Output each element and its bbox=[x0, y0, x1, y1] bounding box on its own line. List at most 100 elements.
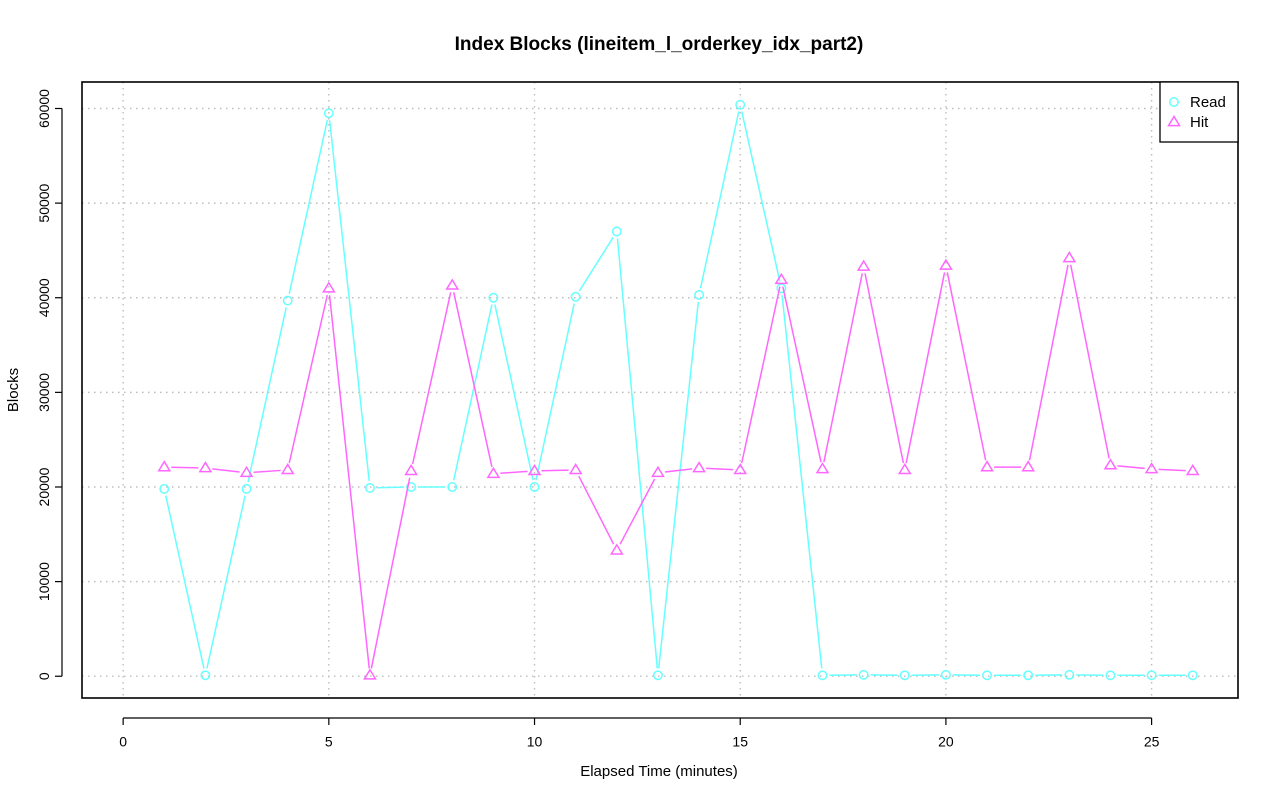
hit-point bbox=[568, 463, 583, 475]
read-point bbox=[1187, 670, 1198, 681]
hit-point bbox=[322, 281, 336, 293]
read-point bbox=[1064, 669, 1075, 680]
legend-hit-label: Hit bbox=[1190, 114, 1209, 131]
series-hit-segment bbox=[864, 273, 905, 464]
series-hit-segment bbox=[1158, 468, 1186, 472]
hit-point bbox=[651, 465, 665, 478]
read-point bbox=[529, 482, 540, 492]
series-hit-segment bbox=[328, 295, 370, 669]
read-point bbox=[817, 670, 828, 681]
hit-point bbox=[363, 668, 377, 680]
series-read-segment bbox=[699, 111, 740, 289]
series-hit-segment bbox=[782, 286, 822, 463]
x-axis: 0 5 10 15 20 25 bbox=[119, 717, 1160, 749]
read-point bbox=[899, 670, 910, 681]
hit-point bbox=[1144, 462, 1159, 474]
hit-point bbox=[280, 463, 295, 475]
y-tick-label: 40000 bbox=[36, 278, 52, 317]
x-tick-label: 10 bbox=[527, 733, 543, 749]
series-hit-segment bbox=[1028, 264, 1069, 461]
series-hit-segment bbox=[541, 469, 569, 472]
series-hit-segment bbox=[578, 475, 615, 545]
series-read-segment bbox=[657, 301, 700, 669]
hit-point bbox=[445, 278, 460, 290]
series-read-segment bbox=[165, 495, 205, 669]
read-point bbox=[611, 226, 622, 237]
series-hit-segment bbox=[706, 467, 734, 471]
read-point bbox=[365, 482, 375, 493]
hit-point bbox=[856, 259, 871, 271]
hit-point bbox=[198, 461, 213, 473]
read-point bbox=[159, 483, 170, 494]
read-point bbox=[570, 291, 581, 302]
y-tick-label: 30000 bbox=[36, 373, 52, 412]
series-read-segment bbox=[578, 237, 614, 292]
series-hit-segment bbox=[171, 466, 199, 469]
series-read-segment bbox=[781, 295, 823, 669]
series-hit-segment bbox=[288, 294, 329, 464]
series-read bbox=[159, 99, 1198, 681]
hit-point bbox=[1103, 458, 1118, 470]
series-read-segment bbox=[741, 111, 781, 282]
hit-point bbox=[939, 258, 953, 270]
legend-hit-marker bbox=[1167, 115, 1181, 127]
hit-point bbox=[239, 465, 254, 478]
series-hit-segment bbox=[500, 470, 528, 475]
x-tick-label: 20 bbox=[938, 733, 954, 749]
read-point bbox=[652, 670, 663, 681]
read-point bbox=[1105, 670, 1116, 681]
read-point bbox=[982, 670, 993, 681]
legend-box bbox=[1159, 81, 1239, 143]
read-point bbox=[241, 483, 252, 494]
series-hit-segment bbox=[905, 272, 946, 464]
series-read-segment bbox=[288, 119, 329, 294]
read-point bbox=[282, 295, 293, 306]
series-hit-segment bbox=[1117, 465, 1145, 470]
series-hit-segment bbox=[823, 273, 863, 463]
y-axis: 0 10000 20000 30000 40000 50000 60000 bbox=[36, 89, 63, 680]
x-tick-label: 5 bbox=[325, 733, 333, 749]
plot-frame bbox=[81, 81, 1239, 699]
hit-point bbox=[733, 463, 748, 475]
series-hit-segment bbox=[212, 468, 240, 473]
series-hit-segment bbox=[664, 468, 693, 473]
series-hit bbox=[157, 251, 1200, 680]
series-read-segment bbox=[616, 238, 659, 669]
hit-point bbox=[815, 462, 830, 474]
hit-point bbox=[486, 466, 501, 479]
series-read-segment bbox=[535, 303, 575, 481]
hit-point bbox=[527, 463, 542, 476]
series-hit-segment bbox=[619, 478, 656, 545]
series-hit-segment bbox=[411, 292, 452, 465]
x-tick-label: 15 bbox=[732, 733, 748, 749]
hit-point bbox=[157, 460, 172, 472]
hit-point bbox=[1062, 251, 1077, 263]
hit-point bbox=[774, 272, 789, 285]
read-point bbox=[1146, 670, 1157, 681]
hit-point bbox=[404, 463, 418, 476]
series-hit-segment bbox=[370, 477, 411, 669]
read-point bbox=[447, 482, 458, 492]
x-tick-label: 25 bbox=[1144, 733, 1160, 749]
read-point bbox=[406, 482, 417, 492]
series-read-segment bbox=[453, 304, 493, 481]
chart-title: Index Blocks (lineitem_l_orderkey_idx_pa… bbox=[455, 34, 864, 55]
x-tick-label: 0 bbox=[119, 733, 127, 749]
read-point bbox=[488, 292, 499, 303]
series-hit-segment bbox=[946, 272, 987, 461]
read-point bbox=[1023, 670, 1034, 681]
series-read-segment bbox=[328, 120, 370, 482]
y-axis-label: Blocks bbox=[5, 368, 22, 412]
legend: Read Hit bbox=[1159, 81, 1239, 143]
grid bbox=[82, 82, 1238, 698]
series-hit-segment bbox=[1069, 264, 1110, 459]
read-point bbox=[323, 108, 334, 119]
hit-point bbox=[980, 460, 994, 472]
x-axis-label: Elapsed Time (minutes) bbox=[580, 763, 738, 780]
series-read-segment bbox=[206, 495, 246, 669]
read-point bbox=[940, 669, 951, 680]
y-tick-label: 20000 bbox=[36, 467, 52, 506]
series-read-segment bbox=[376, 486, 405, 489]
series-read-segment bbox=[494, 304, 534, 481]
y-tick-label: 50000 bbox=[36, 183, 52, 222]
